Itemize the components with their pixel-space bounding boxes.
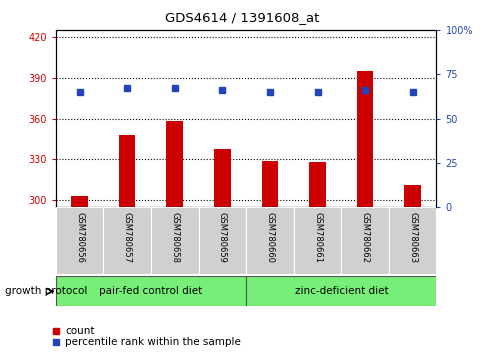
Bar	[56, 207, 103, 274]
Text: zinc-deficient diet: zinc-deficient diet	[294, 286, 387, 296]
Bar	[356, 71, 373, 207]
Bar	[341, 207, 388, 274]
Bar	[261, 161, 278, 207]
Bar	[404, 185, 420, 207]
Text: GSM780662: GSM780662	[360, 212, 369, 263]
Bar	[309, 162, 325, 207]
Text: GSM780658: GSM780658	[170, 212, 179, 263]
Bar	[119, 135, 135, 207]
Text: GSM780656: GSM780656	[75, 212, 84, 263]
Bar	[213, 149, 230, 207]
Text: pair-fed control diet: pair-fed control diet	[99, 286, 202, 296]
Text: GSM780663: GSM780663	[408, 212, 416, 264]
Bar	[293, 207, 341, 274]
Bar	[245, 207, 293, 274]
Text: growth protocol: growth protocol	[5, 286, 87, 296]
Text: GSM780661: GSM780661	[312, 212, 321, 263]
Text: GSM780660: GSM780660	[265, 212, 274, 263]
Bar	[151, 207, 198, 274]
Bar	[166, 121, 182, 207]
Text: percentile rank within the sample: percentile rank within the sample	[65, 337, 241, 347]
Text: count: count	[65, 326, 95, 336]
Bar	[198, 207, 245, 274]
Text: GDS4614 / 1391608_at: GDS4614 / 1391608_at	[165, 11, 319, 24]
Bar	[388, 207, 436, 274]
Bar	[103, 207, 151, 274]
Bar	[56, 276, 245, 306]
Bar	[245, 276, 436, 306]
Text: GSM780657: GSM780657	[122, 212, 131, 263]
Bar	[71, 196, 88, 207]
Text: GSM780659: GSM780659	[217, 212, 227, 263]
